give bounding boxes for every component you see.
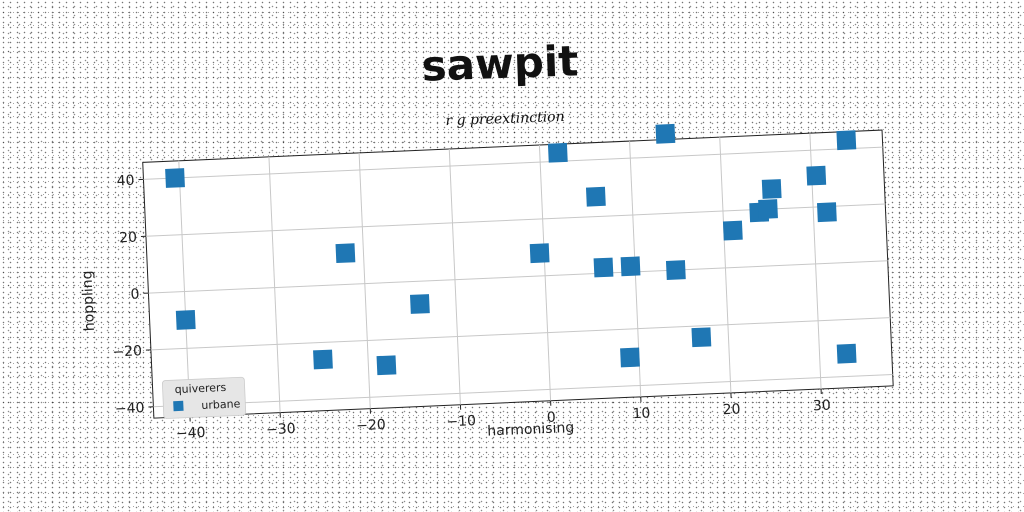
y-tick-label: 0 [130, 286, 140, 302]
grid-line-x [719, 137, 732, 393]
chart-subtitle: r g preextinction [445, 109, 565, 129]
grid-line-x [358, 152, 371, 409]
x-tick-label: −20 [356, 417, 386, 434]
y-tick-label: −20 [112, 343, 142, 360]
x-tick-label: 0 [547, 410, 557, 426]
data-point [165, 168, 185, 188]
data-points [165, 123, 857, 376]
grid-line-x [538, 145, 552, 401]
data-point [816, 202, 837, 223]
grid-line-x [178, 160, 191, 417]
data-point [722, 220, 743, 241]
grid-line-x [268, 156, 281, 413]
x-axis-label: harmonising [487, 420, 574, 440]
y-tick-label: 20 [119, 230, 138, 247]
legend-label-urbane: urbane [201, 397, 241, 412]
plot-frame [142, 129, 894, 419]
legend-swatch [173, 400, 184, 412]
data-point [836, 130, 857, 151]
data-point [593, 257, 614, 278]
data-point [836, 343, 857, 364]
data-point [655, 123, 676, 144]
axis-ticks: −40 −30 −20 −10 0 10 20 30 −40 −20 0 20 40 [112, 173, 832, 442]
y-axis-label: hoppling [79, 270, 98, 331]
x-tick-label: 20 [722, 402, 741, 419]
plot-area: −40 −30 −20 −10 0 10 20 30 −40 −20 0 20 40 quiverers… [79, 123, 894, 442]
data-point [620, 347, 640, 368]
data-point [335, 243, 356, 264]
data-point [758, 199, 778, 219]
grid-line-y [143, 146, 883, 180]
chart-title: sawpit [421, 36, 579, 90]
grid-line-y [148, 260, 888, 294]
x-tick-label: −30 [266, 421, 296, 438]
grid-line-y [153, 373, 893, 408]
grid-line-x [448, 148, 461, 405]
data-point [547, 142, 568, 163]
x-tick-label: 10 [632, 405, 651, 422]
data-point [376, 355, 397, 376]
x-tick-label: −40 [176, 425, 206, 442]
data-point [529, 243, 550, 264]
x-tick-label: −10 [446, 413, 476, 430]
data-point [585, 186, 606, 207]
y-tick-label: −40 [115, 400, 145, 417]
data-point [409, 294, 430, 314]
data-point [175, 310, 196, 330]
legend: quiverers urbane [161, 376, 247, 419]
x-tick-label: 30 [813, 398, 832, 415]
data-point [761, 179, 782, 199]
legend-title: quiverers [174, 381, 226, 396]
data-point [665, 260, 686, 280]
grid-line-y [150, 317, 891, 351]
data-point [313, 349, 333, 370]
y-tick-label: 40 [116, 173, 135, 190]
data-point [691, 327, 712, 348]
data-point [620, 256, 641, 277]
data-point [806, 165, 827, 186]
